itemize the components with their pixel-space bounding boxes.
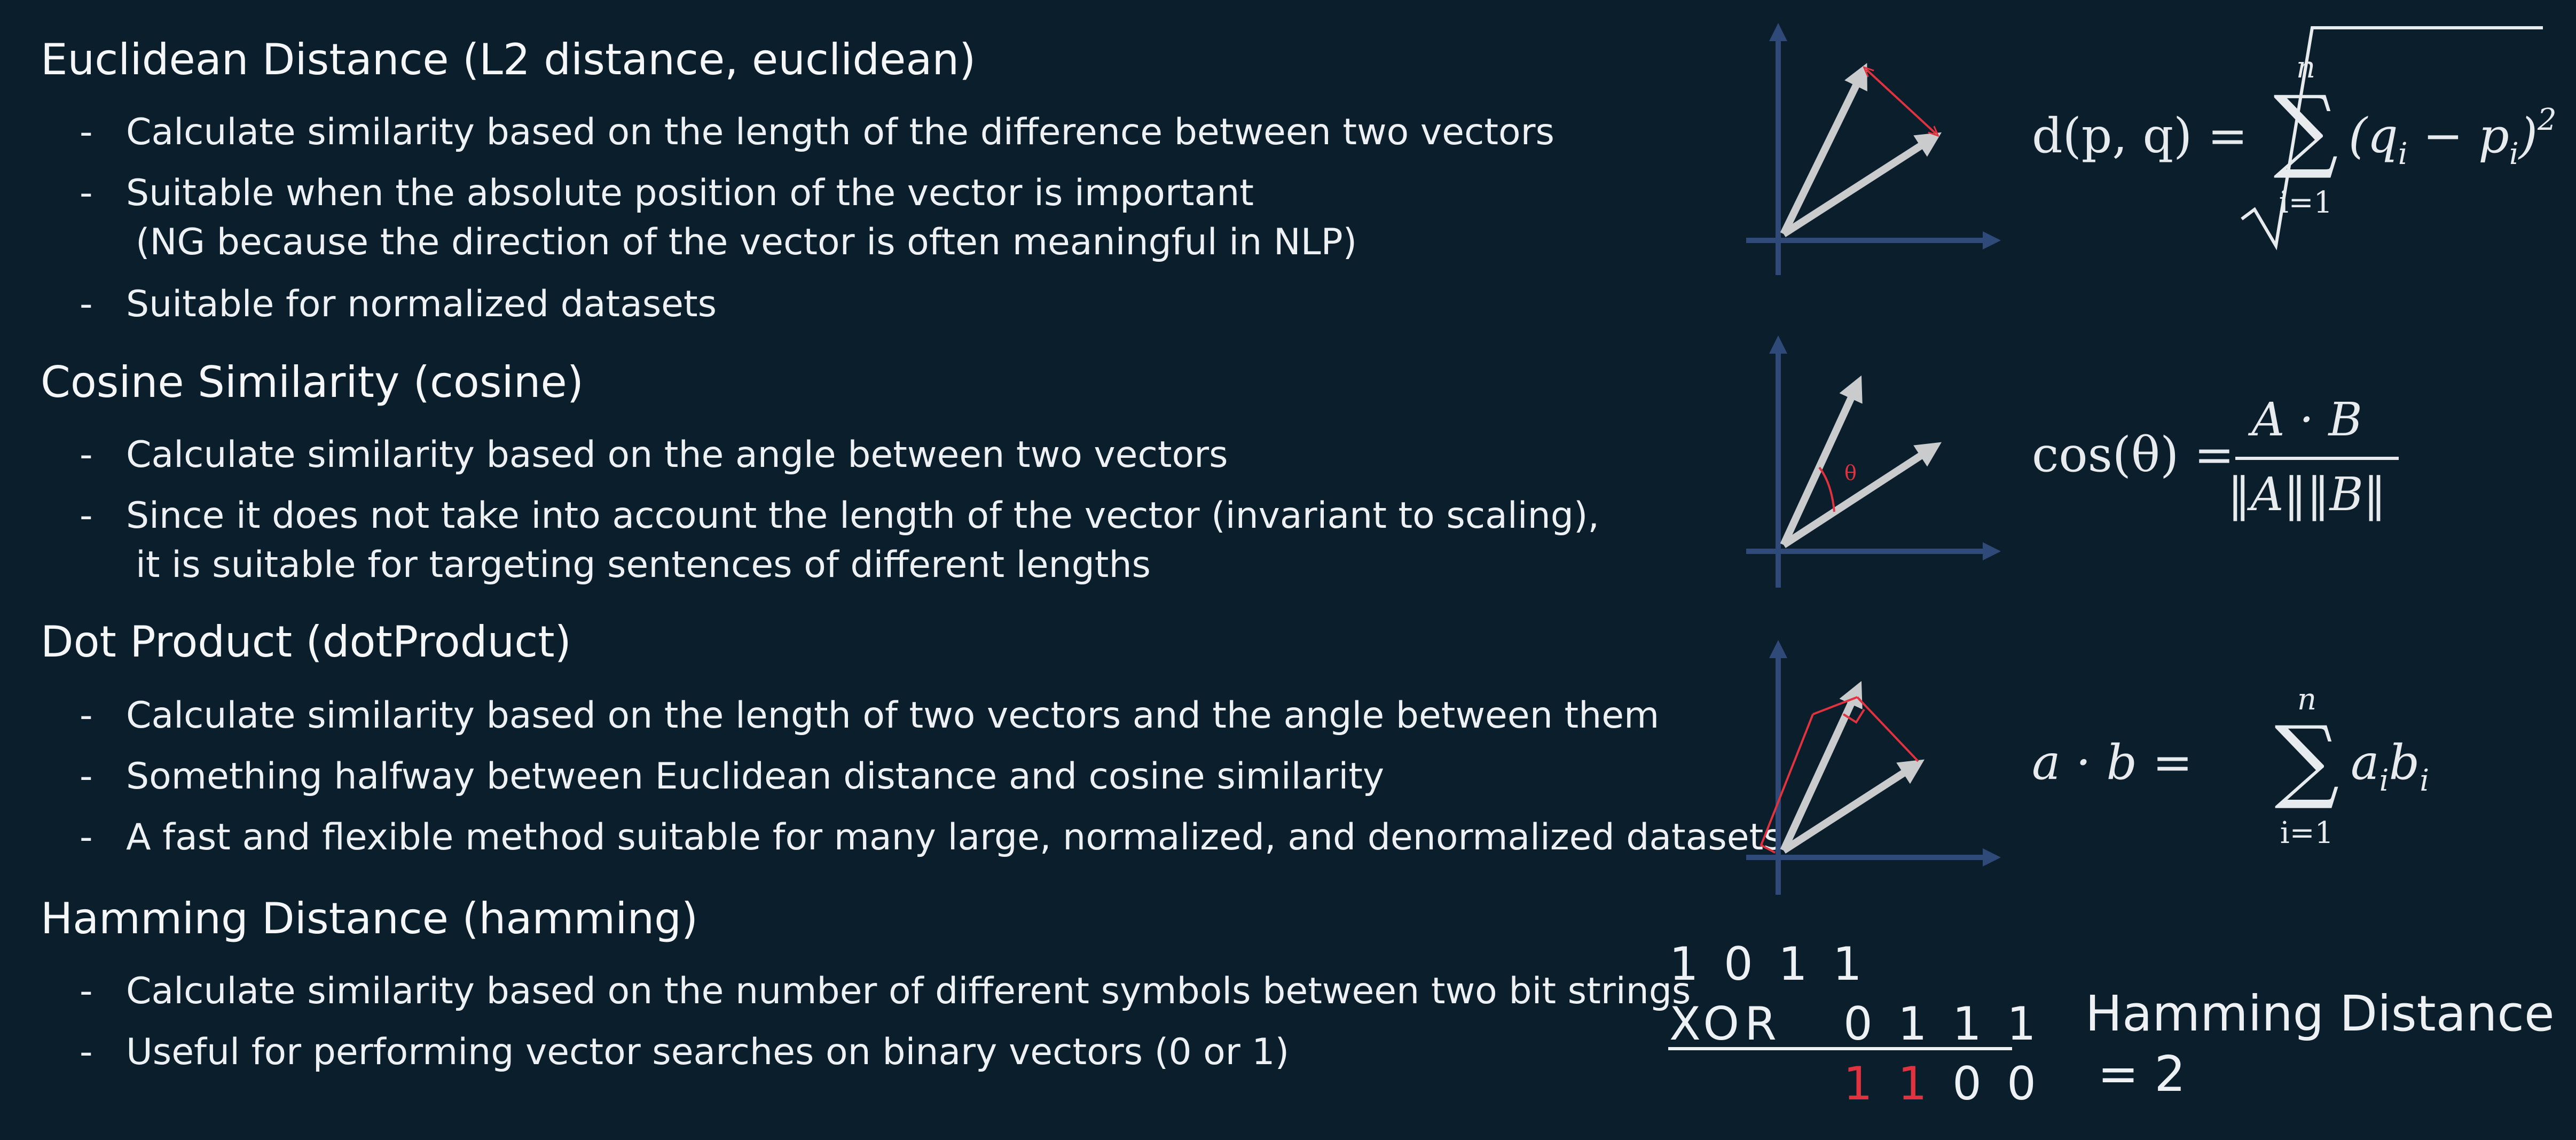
bit-row-2: 0 1 1 1 [1843, 997, 2041, 1051]
denominator: ‖A‖‖B‖ [2227, 468, 2386, 521]
formula-lhs: cos(θ) = [2032, 427, 2234, 483]
bullet-text: Calculate similarity based on the length… [126, 111, 1554, 153]
bullet-text: Something halfway between Euclidean dist… [126, 755, 1385, 798]
dot-product-vector-diagram [1746, 639, 2001, 895]
cosine-vector-diagram: θ [1746, 335, 2001, 588]
bullet-marker: - [80, 694, 93, 737]
sigma-symbol: ∑ [2273, 76, 2338, 182]
bullet-text: Useful for performing vector searches on… [126, 1031, 1290, 1073]
text-column: Euclidean Distance (L2 distance, euclide… [41, 35, 1782, 1073]
bit-result-differing: 1 1 [1843, 1057, 1933, 1111]
bullet-text: Suitable for normalized datasets [126, 283, 717, 325]
bullet-marker: - [80, 111, 93, 153]
bullet-marker: - [80, 434, 93, 476]
distance-arrow [1866, 69, 1936, 134]
right-angle-mark [1842, 708, 1865, 724]
numerator: A · B [2248, 393, 2362, 447]
sum-upper: n [2296, 50, 2315, 85]
bullet-text: Calculate similarity based on the angle … [126, 434, 1228, 476]
vector-a [1780, 681, 1863, 852]
bullet-text: Calculate similarity based on the number… [126, 970, 1691, 1012]
vector-a [1780, 63, 1867, 236]
formula-lhs: a · b = [2032, 735, 2193, 791]
theta-symbol: θ [1844, 461, 1857, 485]
vector-a [1780, 375, 1863, 546]
euclidean-formula: d(p, q) = n ∑ i=1 (qi − pi)2 [2032, 26, 2557, 251]
hamming-value: = 2 [2098, 1045, 2186, 1103]
bit-result-same: 0 0 [1952, 1057, 2041, 1111]
term-a: a [2351, 735, 2379, 791]
vector-b [1781, 132, 1942, 237]
euclidean-vector-diagram [1746, 22, 2001, 275]
bullet-marker: - [80, 172, 93, 214]
sub-i: i [2379, 763, 2389, 798]
sum-upper: n [2297, 682, 2316, 717]
angle-arc [1818, 466, 1835, 512]
sub-i: i [2509, 137, 2519, 171]
bullet-continuation: it is suitable for targeting sentences o… [136, 544, 1151, 586]
bit-row-1: 1 0 1 1 [1669, 938, 1867, 991]
bullet-text: Calculate similarity based on the length… [126, 694, 1660, 737]
bullet-continuation: (NG because the direction of the vector … [136, 221, 1357, 263]
sigma-symbol: ∑ [2274, 707, 2339, 813]
vector-b [1781, 442, 1942, 548]
heading-dot-product: Dot Product (dotProduct) [41, 617, 571, 667]
svg-text:(qi − pi)2: (qi − pi)2 [2349, 103, 2557, 171]
sum-lower: i=1 [2279, 185, 2332, 220]
dot-product-formula: a · b = n ∑ i=1 aibi [2032, 682, 2429, 850]
sub-i: i [2420, 763, 2429, 798]
projection-bracket [1760, 714, 1814, 854]
bullet-text: Suitable when the absolute position of t… [126, 172, 1254, 214]
bullet-text: Since it does not take into account the … [126, 495, 1600, 537]
bit-result: 1 1 0 0 [1843, 1061, 2041, 1107]
heading-cosine: Cosine Similarity (cosine) [41, 357, 584, 407]
term-b: b [2389, 735, 2420, 791]
sqrt-symbol [2241, 26, 2543, 251]
bullet-marker: - [80, 495, 93, 537]
projection-bracket-top [1812, 696, 1858, 715]
xor-label: XOR [1669, 997, 1782, 1051]
term-q: (q [2349, 108, 2398, 164]
bullet-marker: - [80, 755, 93, 798]
close-paren: ) [2518, 108, 2538, 164]
heading-hamming: Hamming Distance (hamming) [41, 894, 698, 943]
hamming-label: Hamming Distance [2085, 985, 2555, 1042]
formula-lhs: d(p, q) = [2032, 108, 2248, 164]
svg-text:aibi: aibi [2351, 735, 2429, 798]
bullet-marker: - [80, 283, 93, 325]
vector-b [1781, 759, 1925, 854]
projection-line [1856, 696, 1919, 762]
exponent: 2 [2537, 103, 2557, 137]
bullet-marker: - [80, 1031, 93, 1073]
bullet-marker: - [80, 816, 93, 858]
bullet-marker: - [80, 970, 93, 1012]
heading-euclidean: Euclidean Distance (L2 distance, euclide… [41, 35, 976, 84]
sub-i: i [2398, 137, 2408, 171]
bullet-text: A fast and flexible method suitable for … [126, 816, 1782, 858]
sum-lower: i=1 [2280, 816, 2334, 850]
cosine-formula: cos(θ) = A · B ‖A‖‖B‖ [2032, 393, 2399, 521]
term-p: − p [2408, 108, 2509, 164]
